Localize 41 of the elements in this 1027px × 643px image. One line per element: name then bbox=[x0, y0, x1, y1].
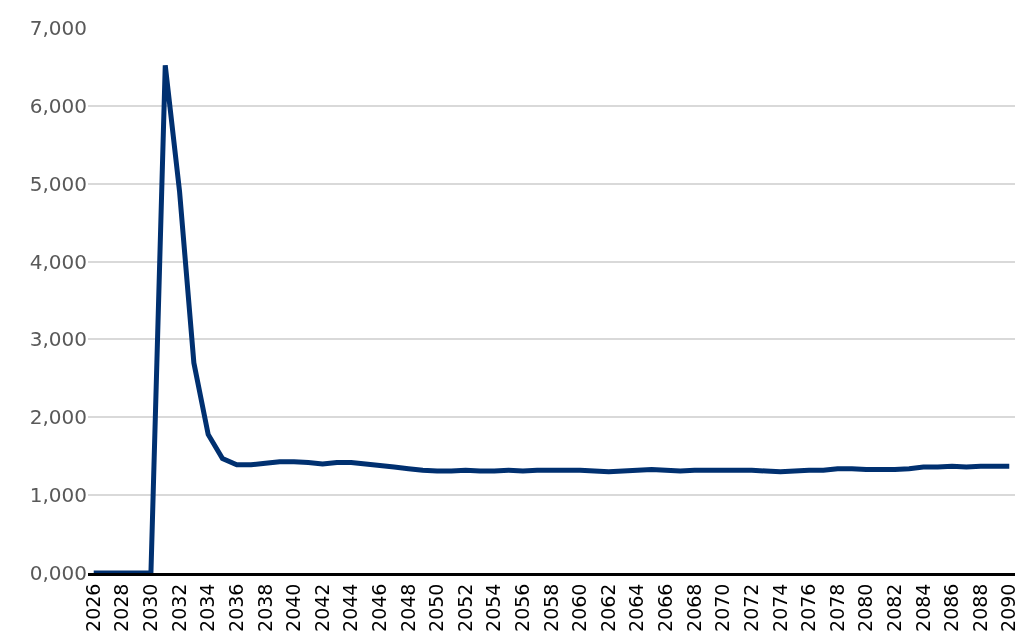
x-tick-label: 2072 bbox=[739, 583, 762, 632]
x-tick-label: 2038 bbox=[253, 583, 276, 632]
x-tick-label: 2074 bbox=[768, 583, 791, 632]
x-tick-label: 2042 bbox=[310, 583, 333, 632]
x-tick-label: 2070 bbox=[711, 583, 734, 632]
x-tick-label: 2058 bbox=[539, 583, 562, 632]
x-tick-label: 2084 bbox=[911, 583, 934, 632]
x-tick-label: 2050 bbox=[425, 583, 448, 632]
x-tick-label: 2034 bbox=[196, 583, 219, 632]
x-tick-label: 2040 bbox=[282, 583, 305, 632]
x-tick-label: 2036 bbox=[224, 583, 247, 632]
x-tick-label: 2052 bbox=[453, 583, 476, 632]
x-tick-label: 2028 bbox=[110, 583, 133, 632]
x-tick-label: 2026 bbox=[81, 583, 104, 632]
x-tick-label: 2048 bbox=[396, 583, 419, 632]
x-tick-label: 2068 bbox=[682, 583, 705, 632]
x-tick-label: 2088 bbox=[968, 583, 991, 632]
x-tick-label: 2030 bbox=[139, 583, 162, 632]
x-tick-label: 2046 bbox=[368, 583, 390, 632]
y-tick-label: 1,000 bbox=[29, 483, 87, 508]
y-tick-label: 7,000 bbox=[29, 16, 87, 40]
x-tick-label: 2062 bbox=[596, 583, 619, 632]
y-tick-label: 6,000 bbox=[29, 93, 87, 118]
x-tick-label: 2064 bbox=[625, 583, 648, 632]
y-tick-label: 5,000 bbox=[29, 171, 87, 196]
x-tick-label: 2078 bbox=[825, 583, 848, 632]
y-tick-label: 4,000 bbox=[29, 249, 87, 274]
x-tick-label: 2082 bbox=[883, 583, 906, 632]
y-tick-label: 3,000 bbox=[29, 327, 87, 352]
x-tick-label: 2044 bbox=[339, 583, 362, 632]
y-tick-label: 0,000 bbox=[29, 561, 87, 585]
x-tick-label: 2076 bbox=[797, 583, 820, 632]
x-tick-label: 2060 bbox=[568, 583, 591, 632]
x-tick-label: 2080 bbox=[854, 583, 877, 632]
y-tick-label: 2,000 bbox=[29, 405, 87, 430]
x-tick-label: 2054 bbox=[482, 583, 505, 632]
x-tick-label: 2056 bbox=[511, 583, 534, 632]
x-tick-label: 2066 bbox=[654, 583, 677, 632]
x-tick-label: 2032 bbox=[167, 583, 190, 632]
x-tick-label: 2090 bbox=[997, 583, 1020, 632]
x-tick-label: 2086 bbox=[940, 583, 963, 632]
